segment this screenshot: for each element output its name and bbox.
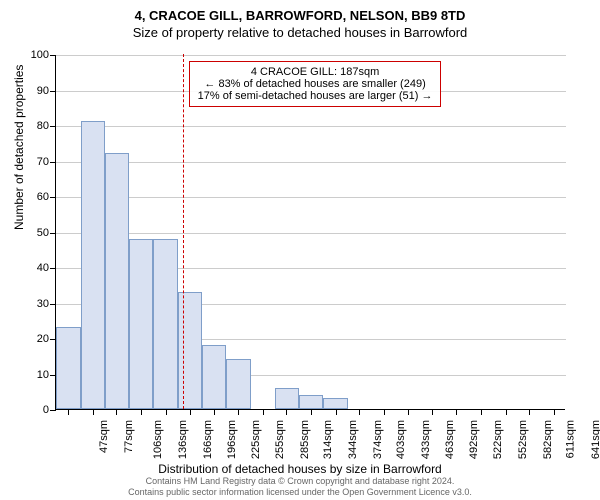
x-tick-label: 611sqm — [565, 420, 577, 458]
reference-line — [183, 54, 184, 409]
y-tick-label: 90 — [37, 85, 49, 97]
callout-line2: ← 83% of detached houses are smaller (24… — [198, 78, 433, 90]
y-tick — [50, 126, 56, 127]
x-tick-label: 314sqm — [323, 420, 335, 459]
grid-line — [56, 126, 566, 127]
x-tick — [432, 409, 433, 415]
x-tick — [529, 409, 530, 415]
y-tick — [50, 91, 56, 92]
x-tick — [311, 409, 312, 415]
x-tick — [286, 409, 287, 415]
grid-line — [56, 197, 566, 198]
histogram-bar — [178, 292, 203, 409]
x-tick — [93, 409, 94, 415]
plot-region: 010203040506070809010047sqm77sqm106sqm13… — [55, 55, 565, 410]
address-title: 4, CRACOE GILL, BARROWFORD, NELSON, BB9 … — [0, 8, 600, 23]
y-tick-label: 10 — [37, 369, 49, 381]
y-tick — [50, 233, 56, 234]
y-tick — [50, 162, 56, 163]
y-axis-label: Number of detached properties — [12, 65, 26, 230]
histogram-bar — [153, 239, 178, 409]
x-tick — [214, 409, 215, 415]
histogram-bar — [299, 395, 324, 409]
histogram-bar — [129, 239, 154, 409]
x-tick — [359, 409, 360, 415]
y-tick-label: 70 — [37, 156, 49, 168]
x-tick-label: 582sqm — [542, 420, 554, 459]
x-tick-label: 463sqm — [444, 420, 456, 459]
x-tick — [166, 409, 167, 415]
chart-area: 010203040506070809010047sqm77sqm106sqm13… — [55, 55, 565, 410]
x-tick-label: 552sqm — [517, 420, 529, 459]
x-tick — [456, 409, 457, 415]
x-tick-label: 492sqm — [468, 420, 480, 459]
y-tick-label: 30 — [37, 298, 49, 310]
footer-line1: Contains HM Land Registry data © Crown c… — [0, 476, 600, 487]
y-tick-label: 50 — [37, 227, 49, 239]
x-tick — [68, 409, 69, 415]
x-tick-label: 374sqm — [372, 420, 384, 459]
x-tick-label: 522sqm — [493, 420, 505, 459]
footer: Contains HM Land Registry data © Crown c… — [0, 476, 600, 498]
histogram-bar — [202, 345, 226, 409]
x-tick — [336, 409, 337, 415]
x-tick-label: 136sqm — [177, 420, 189, 459]
footer-line2: Contains public sector information licen… — [0, 487, 600, 498]
x-tick — [554, 409, 555, 415]
histogram-bar — [323, 398, 348, 409]
x-tick-label: 344sqm — [347, 420, 359, 459]
x-tick-label: 641sqm — [590, 420, 600, 459]
x-tick — [238, 409, 239, 415]
title-block: 4, CRACOE GILL, BARROWFORD, NELSON, BB9 … — [0, 0, 600, 40]
histogram-bar — [105, 153, 129, 409]
histogram-bar — [81, 121, 106, 409]
x-tick — [481, 409, 482, 415]
histogram-bar — [226, 359, 251, 409]
y-tick-label: 80 — [37, 120, 49, 132]
x-tick-label: 433sqm — [420, 420, 432, 459]
y-tick-label: 0 — [43, 404, 49, 416]
histogram-bar — [275, 388, 299, 409]
grid-line — [56, 233, 566, 234]
y-tick-label: 100 — [31, 49, 49, 61]
x-tick-label: 166sqm — [202, 420, 214, 459]
x-tick — [384, 409, 385, 415]
x-tick — [116, 409, 117, 415]
y-tick-label: 20 — [37, 333, 49, 345]
x-tick-label: 47sqm — [98, 420, 110, 453]
y-tick-label: 60 — [37, 191, 49, 203]
x-tick-label: 285sqm — [299, 420, 311, 459]
callout-box: 4 CRACOE GILL: 187sqm← 83% of detached h… — [189, 61, 442, 107]
x-tick — [141, 409, 142, 415]
y-tick — [50, 55, 56, 56]
x-tick — [408, 409, 409, 415]
x-tick-label: 255sqm — [274, 420, 286, 459]
x-axis-label: Distribution of detached houses by size … — [0, 462, 600, 476]
x-tick-label: 77sqm — [123, 420, 135, 453]
callout-line3: 17% of semi-detached houses are larger (… — [198, 90, 433, 102]
x-tick-label: 225sqm — [250, 420, 262, 459]
x-tick — [506, 409, 507, 415]
histogram-bar — [56, 327, 81, 409]
y-tick — [50, 304, 56, 305]
x-tick-label: 196sqm — [226, 420, 238, 459]
x-tick-label: 106sqm — [153, 420, 165, 459]
grid-line — [56, 55, 566, 56]
x-tick — [263, 409, 264, 415]
y-tick — [50, 410, 56, 411]
x-tick — [190, 409, 191, 415]
grid-line — [56, 162, 566, 163]
callout-line1: 4 CRACOE GILL: 187sqm — [198, 66, 433, 78]
y-tick-label: 40 — [37, 262, 49, 274]
y-tick — [50, 268, 56, 269]
x-tick-label: 403sqm — [395, 420, 407, 459]
y-tick — [50, 197, 56, 198]
subtitle: Size of property relative to detached ho… — [0, 25, 600, 40]
